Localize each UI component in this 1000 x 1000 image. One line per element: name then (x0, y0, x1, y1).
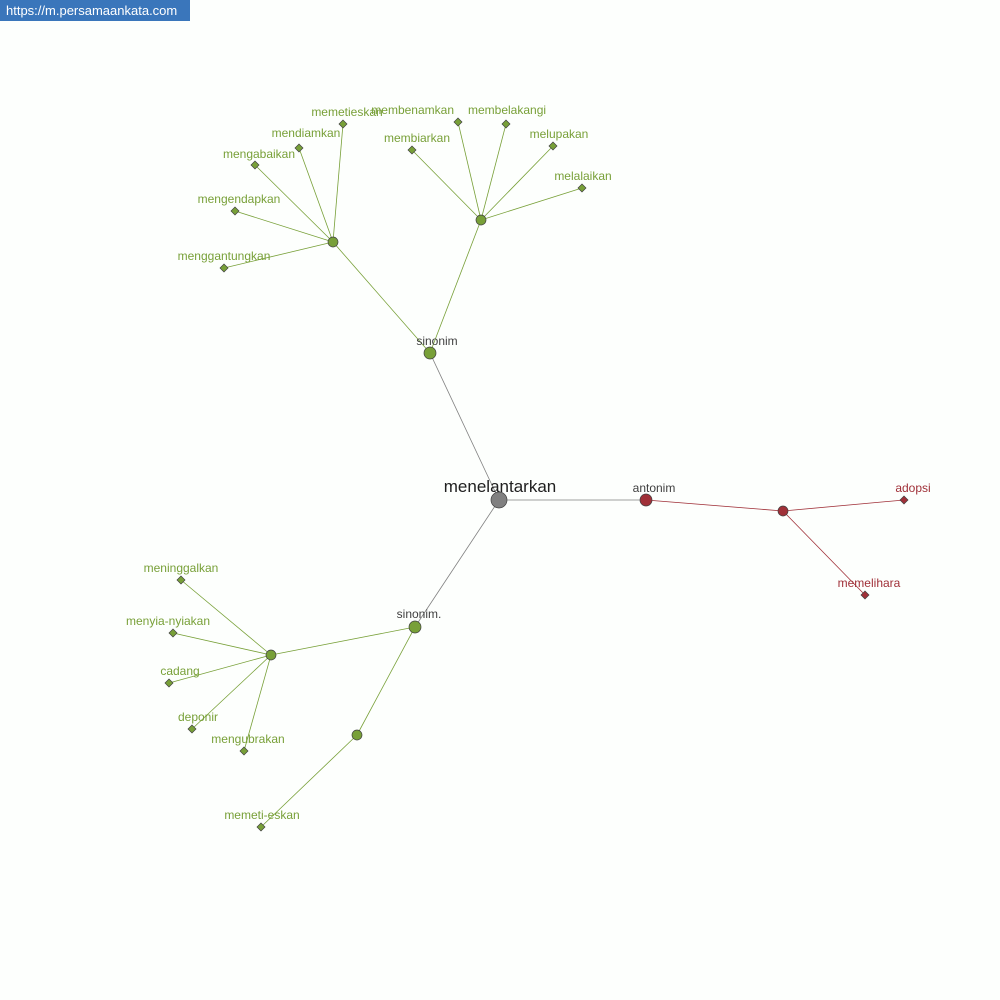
edge-h1-mengabaikan (254, 164, 334, 243)
edge-h5-adopsi (782, 499, 905, 512)
label-mengubrakan[interactable]: mengubrakan (211, 732, 284, 746)
label-menggantungkan[interactable]: menggantungkan (178, 249, 271, 263)
node-h4[interactable] (351, 729, 363, 741)
label-membenamkan[interactable]: membenamkan (371, 103, 454, 117)
node-h2[interactable] (475, 214, 487, 226)
edge-s2-h3 (270, 626, 416, 656)
node-membiarkan[interactable] (407, 145, 417, 155)
label-cadang[interactable]: cadang (160, 664, 199, 678)
node-menyia_nyiakan[interactable] (168, 628, 178, 638)
node-h1[interactable] (327, 236, 339, 248)
label-menyia_nyiakan[interactable]: menyia-nyiakan (126, 614, 210, 628)
label-s1[interactable]: sinonim (416, 334, 457, 348)
node-meninggalkan[interactable] (176, 575, 186, 585)
edge-root-s1 (429, 352, 500, 501)
label-membelakangi[interactable]: membelakangi (468, 103, 546, 117)
node-melalaikan[interactable] (577, 183, 587, 193)
edge-h1-menggantungkan (223, 241, 334, 269)
label-melalaikan[interactable]: melalaikan (554, 169, 611, 183)
node-memelihara[interactable] (860, 590, 870, 600)
label-meninggalkan[interactable]: meninggalkan (144, 561, 219, 575)
site-url-link[interactable]: https://m.persamaankata.com (0, 0, 190, 21)
node-melupakan[interactable] (548, 141, 558, 151)
node-membelakangi[interactable] (501, 119, 511, 129)
edge-h1-mengendapkan (234, 210, 334, 243)
edge-an-h5 (645, 499, 784, 512)
edge-h3-meninggalkan (180, 579, 272, 656)
edge-h2-melalaikan (480, 187, 583, 221)
label-adopsi[interactable]: adopsi (895, 481, 930, 495)
edge-h2-melupakan (480, 145, 554, 221)
node-cadang[interactable] (164, 678, 174, 688)
label-memetieskan[interactable]: memetieskan (311, 105, 382, 119)
edge-h4-memeti_eskan (260, 734, 358, 828)
edge-h3-menyia_nyiakan (172, 632, 272, 656)
edge-h1-mendiamkan (298, 147, 334, 243)
node-an[interactable] (639, 493, 653, 507)
node-menggantungkan[interactable] (219, 263, 229, 273)
node-root[interactable] (490, 491, 508, 509)
node-mendiamkan[interactable] (294, 143, 304, 153)
node-s2[interactable] (408, 620, 422, 634)
edge-h2-membenamkan (457, 121, 482, 221)
edge-h3-cadang (168, 654, 272, 684)
edge-h5-memelihara (782, 510, 866, 596)
label-membiarkan[interactable]: membiarkan (384, 131, 450, 145)
edge-s1-h2 (429, 219, 482, 354)
label-mendiamkan[interactable]: mendiamkan (272, 126, 341, 140)
edge-h2-membiarkan (411, 149, 482, 221)
node-memeti_eskan[interactable] (256, 822, 266, 832)
label-mengendapkan[interactable]: mengendapkan (198, 192, 281, 206)
edge-h1-memetieskan (332, 123, 344, 243)
edge-h2-membelakangi (480, 123, 507, 221)
label-memelihara[interactable]: memelihara (838, 576, 901, 590)
label-deponir[interactable]: deponir (178, 710, 218, 724)
node-mengubrakan[interactable] (239, 746, 249, 756)
node-h5[interactable] (777, 505, 789, 517)
node-h3[interactable] (265, 649, 277, 661)
edge-s2-h4 (356, 626, 416, 736)
edge-root-s2 (414, 499, 500, 628)
node-s1[interactable] (423, 346, 437, 360)
node-membenamkan[interactable] (453, 117, 463, 127)
label-s2[interactable]: sinonim. (397, 607, 442, 621)
label-memeti_eskan[interactable]: memeti-eskan (224, 808, 299, 822)
node-adopsi[interactable] (899, 495, 909, 505)
label-root[interactable]: menelantarkan (444, 477, 556, 496)
label-an[interactable]: antonim (633, 481, 676, 495)
node-deponir[interactable] (187, 724, 197, 734)
node-memetieskan[interactable] (338, 119, 348, 129)
label-melupakan[interactable]: melupakan (530, 127, 589, 141)
edge-h3-mengubrakan (243, 654, 272, 752)
node-mengabaikan[interactable] (250, 160, 260, 170)
label-mengabaikan[interactable]: mengabaikan (223, 147, 295, 161)
node-mengendapkan[interactable] (230, 206, 240, 216)
edge-h3-deponir (191, 654, 272, 730)
edge-s1-h1 (332, 241, 431, 354)
